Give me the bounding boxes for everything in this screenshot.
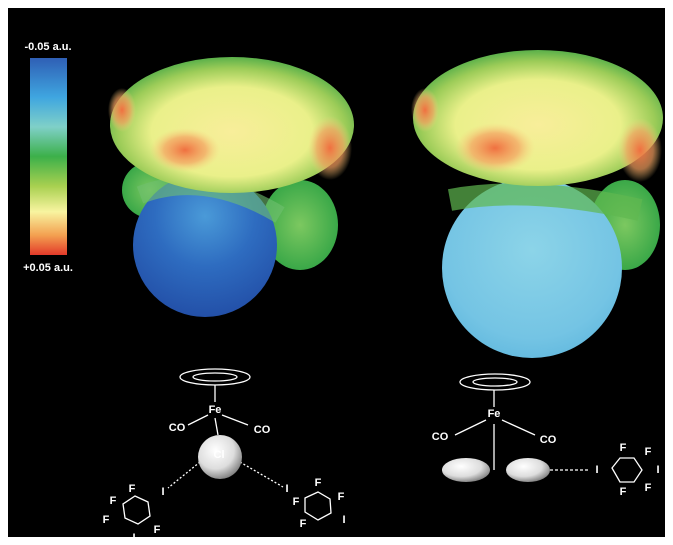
atom-label: F — [154, 524, 161, 536]
structure-left — [122, 368, 332, 525]
atom-label: I — [285, 483, 288, 495]
atom-label: Fe — [209, 404, 222, 416]
atom-label: CO — [432, 431, 449, 443]
atom-label: Fe — [488, 408, 501, 420]
atom-label: F — [645, 482, 652, 494]
atom-label: F — [103, 514, 110, 526]
atom-label: I — [656, 464, 659, 476]
atom-label: F — [645, 446, 652, 458]
atom-label: F — [338, 491, 345, 503]
atom-label: F — [129, 483, 136, 495]
lobe — [442, 458, 490, 482]
atom-label: F — [620, 442, 627, 454]
atom-label: I — [342, 514, 345, 526]
atom-label: F — [620, 486, 627, 498]
atom-label: Cl — [214, 449, 225, 461]
chloride — [198, 435, 242, 479]
atom-label: CO — [540, 434, 557, 446]
atom-label: I — [595, 464, 598, 476]
lobe — [506, 458, 550, 482]
atom-label: CO — [169, 422, 186, 434]
mep-left — [108, 57, 354, 317]
atom-label: F — [293, 496, 300, 508]
atom-label: I — [161, 486, 164, 498]
colorbar-label: +0.05 a.u. — [23, 262, 73, 274]
colorbar-label: -0.05 a.u. — [24, 41, 71, 53]
colorbar — [30, 58, 67, 255]
atom-label: F — [315, 477, 322, 489]
atom-label: F — [300, 518, 307, 530]
mep-right — [411, 50, 663, 358]
atom-label: I — [132, 532, 135, 544]
atom-label: CO — [254, 424, 271, 436]
atom-label: F — [110, 495, 117, 507]
